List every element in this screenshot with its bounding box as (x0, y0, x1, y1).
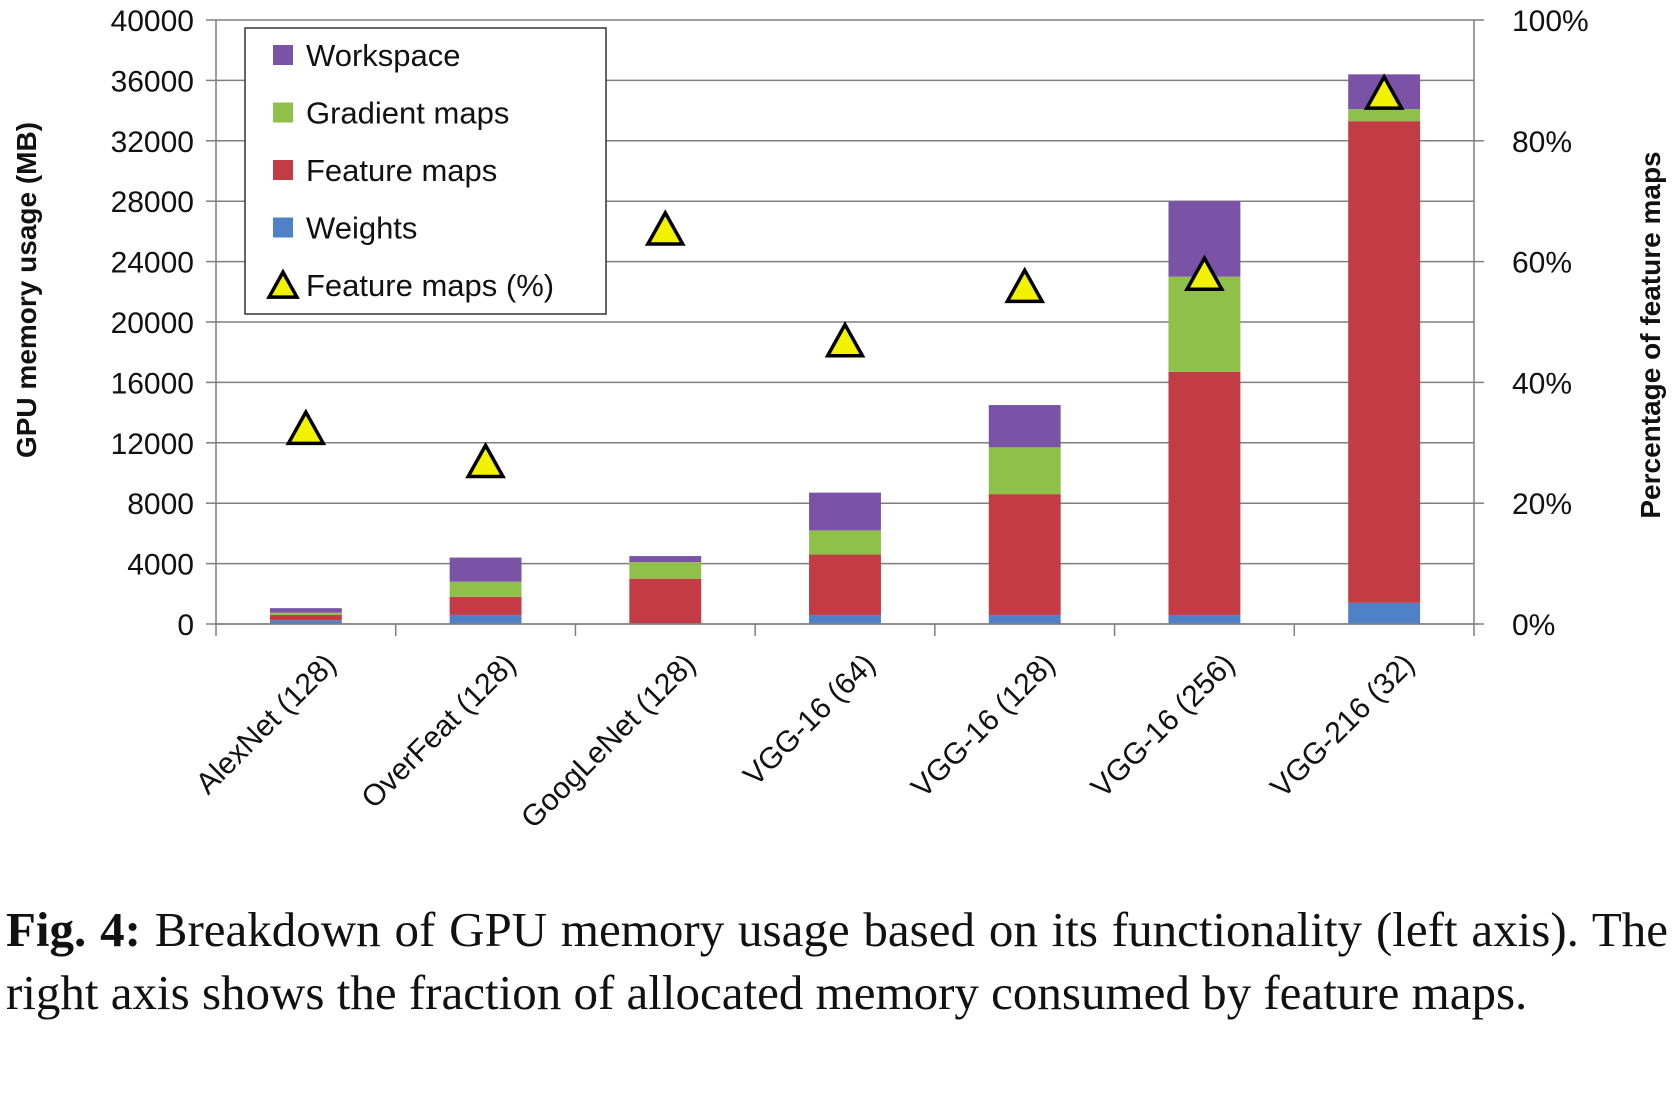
category-labels: AlexNet (128) OverFeat (128)GoogLeNet (12… (190, 648, 1421, 835)
bar-segment-gradient-maps (988, 447, 1061, 495)
y-tick-label: 40000 (111, 5, 194, 38)
feature-maps-percent-marker (285, 408, 327, 446)
bar-segment-weights (1348, 602, 1421, 624)
x-tick-label: GoogLeNet (128) (515, 648, 702, 835)
y-tick-label: 24000 (111, 247, 194, 280)
x-tick-label: VGG-16 (256) (1085, 648, 1242, 805)
y-tick-label: 36000 (111, 65, 194, 98)
y-tick-label: 16000 (111, 367, 194, 400)
legend-item: Weights (273, 211, 417, 246)
legend-item: Gradient maps (273, 96, 509, 131)
legend-label: Feature maps (306, 153, 497, 188)
legend-label: Gradient maps (306, 96, 509, 131)
x-tick-label: VGG-16 (128) (905, 648, 1062, 805)
legend-item: Workspace (273, 38, 461, 73)
y-tick-label: 28000 (111, 186, 194, 219)
bar-segment-feature-maps (1348, 121, 1421, 603)
legend-box (244, 27, 607, 315)
y2-tick-label: 60% (1512, 247, 1572, 280)
feature-maps-percent-marker (644, 209, 686, 246)
y2-tick-label: 20% (1512, 488, 1572, 521)
figure-label: Fig. 4: (6, 902, 141, 957)
legend-item: Feature maps (%) (266, 268, 554, 303)
y-tick-label: 0 (177, 609, 194, 642)
y2-tick-label: 80% (1512, 126, 1572, 159)
y2-tick-label: 100% (1512, 5, 1589, 38)
axes (215, 20, 1475, 636)
feature-maps-percent-marker (1004, 266, 1046, 304)
y-tick-label: 12000 (111, 428, 194, 461)
y-tick-label: 20000 (111, 307, 194, 340)
percentage-markers (285, 73, 1405, 479)
bar-segment-gradient-maps (449, 581, 522, 597)
right-axis-ticks: 0% 20% 40% 60% 80% 100% (1474, 5, 1589, 642)
x-tick-label: AlexNet (128) (190, 648, 343, 801)
figure-caption-text: Breakdown of GPU memory usage based on i… (6, 902, 1668, 1020)
y2-tick-label: 0% (1512, 609, 1555, 642)
bar-segment-gradient-maps (1168, 276, 1241, 372)
legend-label: Weights (306, 211, 417, 246)
legend-swatch (273, 102, 293, 123)
x-tick-label: VGG-216 (32) (1265, 648, 1422, 805)
legend-label: Workspace (306, 38, 461, 73)
bar-segment-gradient-maps (269, 612, 342, 615)
bar-segment-weights (809, 614, 881, 624)
legend-swatch (273, 160, 293, 180)
bar-segment-workspace (269, 608, 342, 613)
x-tick-label: VGG-16 (64) (737, 648, 882, 793)
y-tick-label: 8000 (127, 488, 194, 521)
legend-label: Feature maps (%) (306, 268, 554, 303)
bar-segment-workspace (629, 556, 702, 563)
figure-caption: Fig. 4: Breakdown of GPU memory usage ba… (6, 898, 1668, 1024)
y-tick-label: 4000 (127, 549, 194, 582)
y2-tick-label: 40% (1512, 367, 1572, 400)
legend: Workspace Gradient maps Feature maps Weight… (244, 27, 607, 315)
legend-item: Feature maps (273, 153, 497, 188)
feature-maps-percent-marker (1363, 73, 1405, 110)
x-tick-label: OverFeat (128) (355, 648, 522, 815)
bar-segment-weights (1168, 614, 1241, 624)
bar-segment-gradient-maps (809, 530, 881, 555)
bar-segment-feature-maps (269, 614, 342, 621)
y-tick-label: 32000 (111, 126, 194, 159)
feature-maps-percent-marker (824, 320, 866, 358)
bar-segment-workspace (809, 492, 881, 531)
left-axis-title: GPU memory usage (MB) (11, 122, 42, 458)
bar-segment-gradient-maps (629, 562, 702, 579)
bar-segment-weights (269, 620, 342, 624)
bar-segment-feature-maps (629, 578, 702, 624)
bar-segment-workspace (988, 405, 1061, 448)
bar-segment-workspace (449, 557, 522, 582)
feature-maps-percent-marker (465, 441, 506, 479)
left-axis-ticks: 0 4000 8000 12000 16000 20000 24000 28000 32000 3… (111, 5, 216, 642)
legend-swatch (273, 217, 293, 238)
bar-segment-feature-maps (988, 494, 1061, 615)
legend-triangle-icon (266, 268, 300, 299)
bar-segment-weights (449, 614, 522, 624)
right-axis-title: Percentage of feature maps (1635, 151, 1666, 518)
bar-segment-feature-maps (1168, 371, 1241, 615)
chart: 0 4000 8000 12000 16000 20000 24000 28000 32000 3… (11, 5, 1666, 835)
legend-swatch (273, 45, 293, 65)
feature-maps-percent-marker (1184, 254, 1225, 292)
bar-segment-feature-maps (449, 596, 522, 615)
bar-segment-feature-maps (809, 554, 881, 615)
bar-segment-gradient-maps (1348, 109, 1421, 122)
bar-segment-weights (988, 614, 1061, 624)
